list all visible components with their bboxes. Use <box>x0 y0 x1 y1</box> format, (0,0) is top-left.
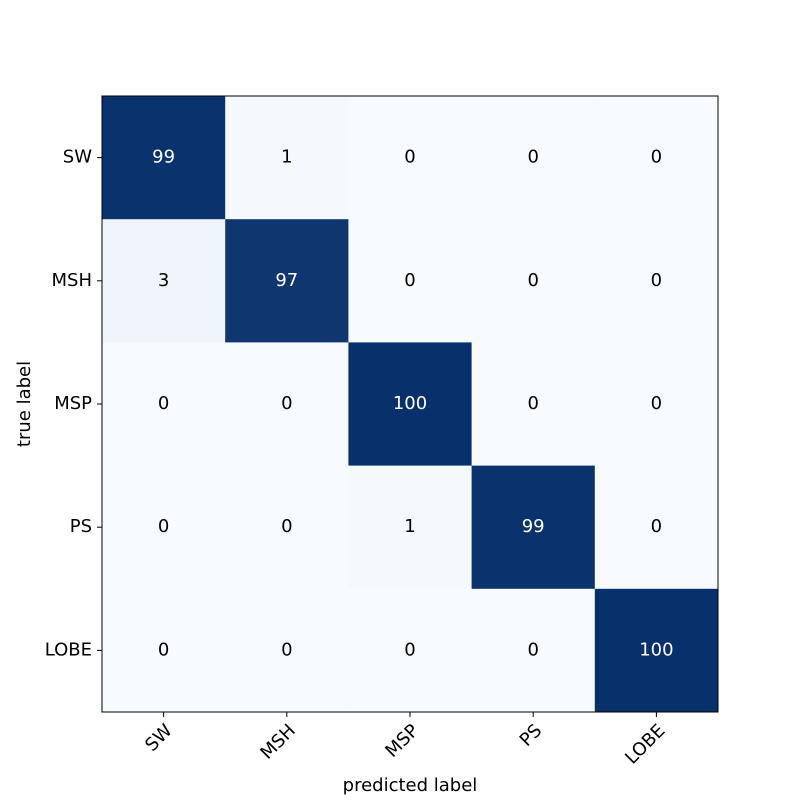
heatmap-cell <box>471 96 596 220</box>
cell-label: 99 <box>152 147 175 168</box>
heatmap-cell <box>348 219 473 343</box>
cell-label: 100 <box>639 639 673 660</box>
y-tick-label: MSP <box>54 393 92 414</box>
cell-label: 0 <box>281 639 292 660</box>
heatmap-cell <box>471 219 596 343</box>
cell-label: 0 <box>527 270 538 291</box>
heatmap-cell <box>594 465 719 590</box>
cell-label: 0 <box>404 639 415 660</box>
heatmap-cell <box>348 342 473 467</box>
heatmap-cell <box>594 342 719 467</box>
heatmap-cell <box>594 219 719 343</box>
x-tick-label: PS <box>516 720 547 751</box>
x-tick-label: MSP <box>381 720 423 762</box>
heatmap-cell <box>102 342 226 467</box>
heatmap-cell <box>102 465 226 590</box>
cell-label: 0 <box>281 516 292 537</box>
heatmap-cell <box>348 588 473 713</box>
cell-label: 0 <box>651 270 662 291</box>
cell-label: 0 <box>158 639 169 660</box>
heatmap-cell <box>471 465 596 590</box>
cell-label: 0 <box>158 393 169 414</box>
cell-label: 0 <box>527 639 538 660</box>
y-tick-label: PS <box>70 516 92 537</box>
cell-label: 97 <box>275 270 298 291</box>
heatmap-cell <box>594 96 719 220</box>
cell-label: 0 <box>651 516 662 537</box>
cell-label: 0 <box>527 393 538 414</box>
heatmap-cell <box>102 219 226 343</box>
x-axis-label: predicted label <box>343 775 478 796</box>
heatmap-cell <box>594 588 719 713</box>
cell-label: 0 <box>651 147 662 168</box>
cell-label: 100 <box>393 393 427 414</box>
cell-label: 1 <box>281 147 292 168</box>
y-axis-label: true label <box>14 361 35 447</box>
heatmap-cell <box>471 588 596 713</box>
heatmap-cell <box>225 465 349 590</box>
cell-label: 0 <box>527 147 538 168</box>
heatmap-cell <box>348 465 473 590</box>
cell-label: 0 <box>158 516 169 537</box>
heatmap-cell <box>225 588 349 713</box>
x-tick-label: LOBE <box>621 720 669 768</box>
heatmap-cell <box>225 219 349 343</box>
y-tick-label: LOBE <box>45 639 92 660</box>
heatmap-cell <box>348 96 473 220</box>
cell-label: 99 <box>522 516 545 537</box>
cell-label: 0 <box>404 147 415 168</box>
x-tick-label: SW <box>141 720 177 756</box>
y-tick-label: MSH <box>52 270 93 291</box>
heatmap-cell <box>225 342 349 467</box>
y-tick-label: SW <box>63 147 92 168</box>
cell-label: 1 <box>404 516 415 537</box>
heatmap-cell <box>471 342 596 467</box>
cell-label: 3 <box>158 270 169 291</box>
heatmap-cell <box>225 96 349 220</box>
x-tick-label: MSH <box>256 720 299 763</box>
cell-label: 0 <box>651 393 662 414</box>
heatmap-cell <box>102 96 226 220</box>
heatmap-cell <box>102 588 226 713</box>
cell-label: 0 <box>404 270 415 291</box>
cell-label: 0 <box>281 393 292 414</box>
